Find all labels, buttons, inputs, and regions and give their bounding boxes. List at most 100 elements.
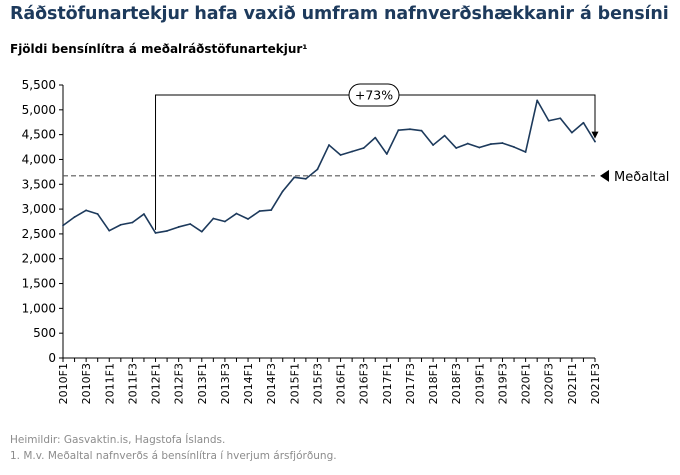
data-point <box>189 223 192 225</box>
data-point <box>339 154 342 156</box>
chart-title: Ráðstöfunartekjur hafa vaxið umfram nafn… <box>10 4 669 24</box>
source-note: Heimildir: Gasvaktin.is, Hagstofa Ísland… <box>10 434 226 446</box>
data-point <box>154 232 157 234</box>
data-point <box>397 129 400 132</box>
y-tick-label: 4,500 <box>22 128 56 142</box>
y-tick-label: 5,000 <box>22 103 56 117</box>
data-point <box>559 117 562 120</box>
data-point <box>490 143 492 145</box>
x-tick-label: 2014F3 <box>265 363 278 404</box>
data-point <box>501 142 504 144</box>
x-tick-label: 2015F1 <box>288 363 301 404</box>
data-point <box>293 176 296 179</box>
y-tick-label: 5,500 <box>22 78 56 92</box>
x-tick-label: 2016F1 <box>335 363 348 404</box>
x-tick-label: 2021F1 <box>566 363 579 404</box>
chart-subtitle: Fjöldi bensínlítra á meðalráðstöfunartek… <box>10 42 308 56</box>
data-point <box>443 134 446 137</box>
data-point <box>166 230 168 232</box>
data-point <box>536 99 539 102</box>
data-point <box>270 209 273 211</box>
data-point <box>582 121 585 124</box>
data-point <box>362 147 365 149</box>
y-tick-label: 3,500 <box>22 177 56 191</box>
data-point <box>432 144 434 146</box>
data-point <box>212 217 215 220</box>
y-tick-label: 3,000 <box>22 202 56 216</box>
y-axis: 0 500 1,000 1,500 2,000 2,500 3,000 3,500 4,000 4… <box>22 78 64 365</box>
x-tick-label: 2014F1 <box>242 363 255 404</box>
data-point <box>281 190 284 193</box>
x-tick-label: 2011F3 <box>126 363 139 404</box>
y-tick-label: 2,000 <box>22 252 56 266</box>
x-tick-label: 2017F1 <box>381 363 394 404</box>
data-point <box>409 128 411 131</box>
data-point <box>420 129 423 132</box>
annotation-badge <box>348 83 400 107</box>
x-tick-label: 2013F1 <box>196 363 209 404</box>
x-tick-label: 2018F3 <box>450 363 463 404</box>
x-tick-label: 2018F1 <box>427 363 440 404</box>
data-point <box>570 131 573 134</box>
average-marker-arrow <box>600 169 609 182</box>
data-point <box>524 151 527 153</box>
data-point <box>235 212 238 215</box>
x-tick-label: 2015F3 <box>311 363 324 404</box>
y-tick-label: 500 <box>33 326 56 340</box>
data-point <box>513 146 515 148</box>
data-point <box>96 213 99 215</box>
data-point <box>466 142 469 145</box>
data-point <box>131 221 134 224</box>
y-tick-label: 4,000 <box>22 152 56 166</box>
annotation-label: +73% <box>355 88 393 103</box>
data-point <box>177 226 180 228</box>
y-tick-label: 1,500 <box>22 277 56 291</box>
y-tick-label: 0 <box>48 351 56 365</box>
data-point <box>547 119 550 122</box>
x-tick-label: 2011F1 <box>103 363 116 404</box>
x-tick-label: 2010F3 <box>80 363 93 404</box>
data-point <box>594 140 596 143</box>
data-point <box>455 147 458 149</box>
data-point <box>328 144 330 146</box>
data-point <box>85 209 88 212</box>
annotation-bracket <box>155 94 596 230</box>
x-tick-label: 2019F3 <box>496 363 509 404</box>
data-point <box>351 150 354 153</box>
line-chart: 0 500 1,000 1,500 2,000 2,500 3,000 3,500 4,000 4… <box>22 78 670 404</box>
footnote: 1. M.v. Meðaltal nafnverðs á bensínlítra… <box>10 450 337 462</box>
annotation-arrowhead <box>591 131 599 139</box>
x-tick-label: 2017F3 <box>404 363 417 404</box>
data-point <box>304 177 307 180</box>
data-point <box>73 216 76 218</box>
data-point <box>62 224 64 227</box>
data-point <box>385 153 388 155</box>
x-tick-label: 2019F1 <box>473 363 486 404</box>
x-tick-label: 2013F3 <box>219 363 232 404</box>
data-point <box>316 168 319 171</box>
x-tick-label: 2012F3 <box>173 363 186 404</box>
annotation-group: +73% <box>155 83 599 230</box>
series-group <box>62 99 596 234</box>
data-point <box>200 230 203 233</box>
x-tick-label: 2012F1 <box>150 363 163 404</box>
data-point <box>143 213 145 215</box>
data-point <box>258 210 261 212</box>
x-tick-label: 2021F3 <box>589 363 602 404</box>
reference-line-group: Meðaltal <box>63 169 669 185</box>
average-label: Meðaltal <box>614 170 669 185</box>
y-tick-label: 2,500 <box>22 227 56 241</box>
y-tick-label: 1,000 <box>22 301 56 315</box>
x-tick-label: 2010F1 <box>57 363 70 404</box>
data-point <box>374 136 377 139</box>
x-axis: 2010F1 2010F3 2011F1 2011F3 2012F1 2012F3 2013… <box>57 357 602 404</box>
data-point <box>478 146 481 149</box>
x-tick-label: 2020F3 <box>543 363 556 404</box>
data-point <box>247 218 249 220</box>
x-tick-label: 2016F3 <box>358 363 371 404</box>
data-point <box>224 220 226 223</box>
series-line <box>62 99 596 234</box>
data-point <box>119 223 122 226</box>
data-point <box>108 229 111 232</box>
x-tick-label: 2020F1 <box>520 363 533 404</box>
